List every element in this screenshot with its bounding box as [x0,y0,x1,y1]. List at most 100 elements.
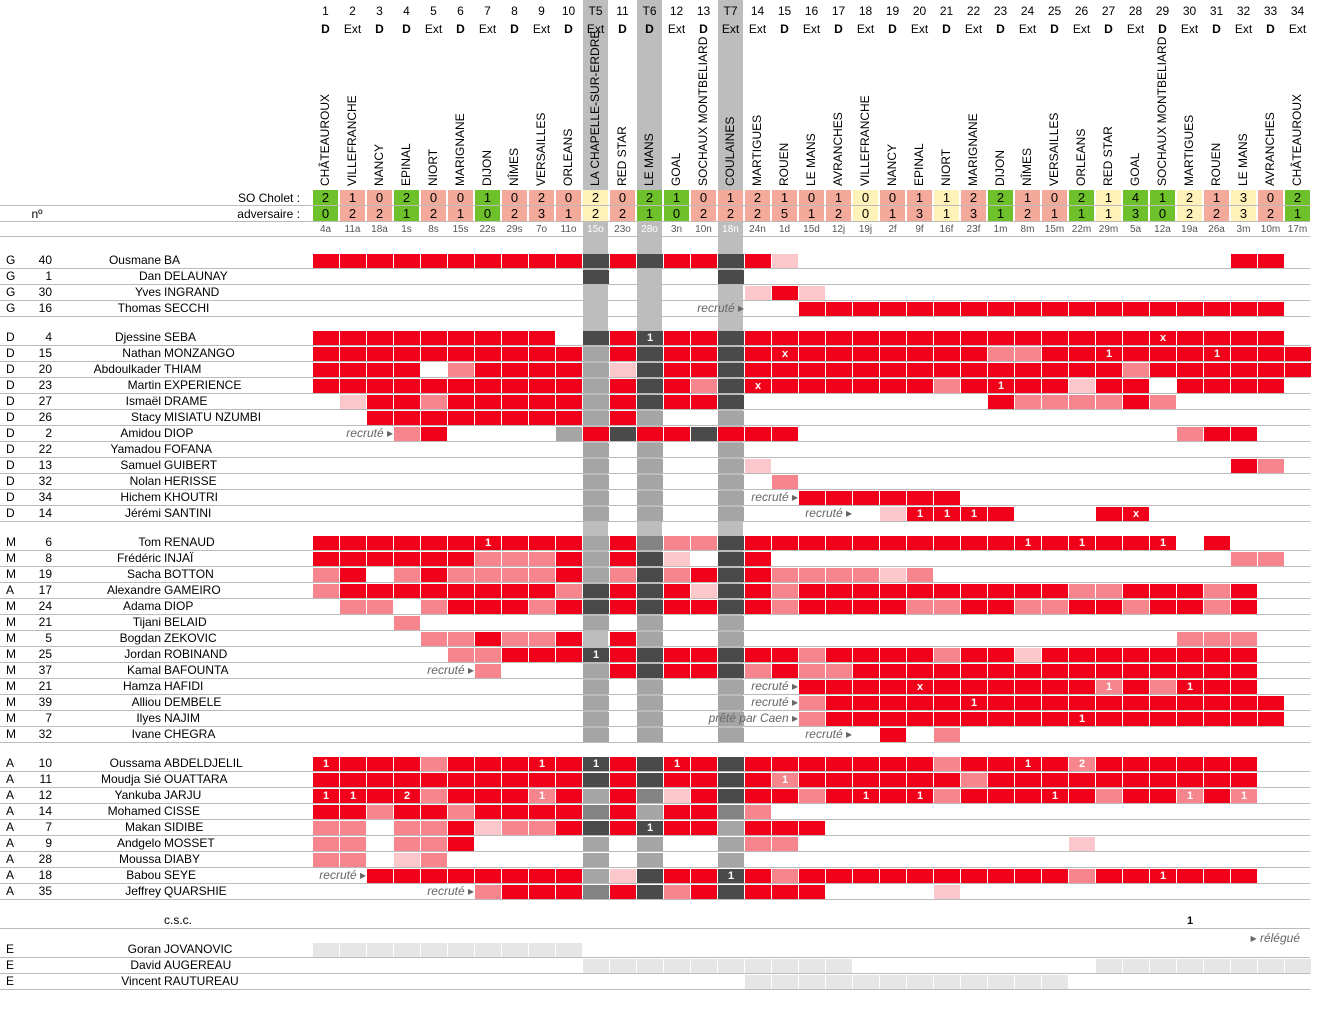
appearance-cell [421,347,447,361]
appearance-cell [853,584,879,598]
player-position: A [6,804,15,818]
player-last-name: QUARSHIE [164,884,227,898]
appearance-cell [691,584,717,598]
appearance-cell [907,648,933,662]
appearance-cell [610,395,636,409]
appearance-cell [1204,536,1230,550]
appearance-cell [1258,959,1284,973]
appearance-cell [1258,696,1284,710]
match-mark: 1 [1105,348,1113,360]
appearance-cell [583,789,609,803]
match-opponent: SOCHAUX MONTBELIARD [1155,36,1169,186]
appearance-cell [664,427,690,441]
transfer-note: recruté ▸ [805,727,852,741]
appearance-cell [502,363,528,377]
appearance-cell [637,600,663,614]
appearance-cell [637,632,663,646]
appearance-cell [961,696,987,710]
appearance-cell [1042,773,1068,787]
opponent-score: 2 [583,206,608,221]
appearance-cell [1177,379,1203,393]
match-date: 12a [1154,224,1171,235]
match-venue: D [1050,22,1059,36]
appearance-cell [1096,680,1122,694]
appearance-cell [340,536,366,550]
appearance-cell [1204,959,1230,973]
appearance-cell [907,680,933,694]
appearance-cell [1069,869,1095,883]
appearance-cell [691,379,717,393]
player-last-name: DIABY [164,852,201,866]
row-divider [0,300,1310,301]
player-first-name: Dan [138,269,161,283]
row-divider [0,425,1310,426]
appearance-cell [1258,331,1284,345]
match-mark: 1 [592,758,600,770]
appearance-cell [772,379,798,393]
match-mark: 1 [943,508,951,520]
appearance-cell [772,773,798,787]
row-divider [0,973,1310,974]
appearance-cell [934,507,960,521]
appearance-cell [313,789,339,803]
transfer-note: recruté ▸ [805,506,852,520]
player-number: 34 [38,490,52,504]
appearance-cell [772,568,798,582]
appearance-cell [340,773,366,787]
team-score: 0 [421,190,446,205]
appearance-cell [529,254,555,268]
player-position: G [6,285,16,299]
team-score: 0 [367,190,392,205]
appearance-cell [880,584,906,598]
appearance-cell [583,600,609,614]
match-opponent: CHÂTEAUROUX [318,93,332,186]
match-venue: D [996,22,1005,36]
row-divider [0,678,1310,679]
match-opponent: AVRANCHES [1263,112,1277,186]
appearance-cell [1069,379,1095,393]
match-mark: 2 [403,790,411,802]
team-score: 1 [907,190,932,205]
appearance-cell [583,584,609,598]
appearance-cell [1015,712,1041,726]
appearance-cell [907,491,933,505]
appearance-cell [1150,773,1176,787]
appearance-cell [1042,600,1068,614]
appearance-cell [1096,302,1122,316]
match-mark: x [1132,508,1140,520]
appearance-cell [421,411,447,425]
appearance-cell [502,347,528,361]
match-date: 10m [1260,224,1281,235]
appearance-cell [475,885,501,899]
appearance-cell [934,680,960,694]
appearance-cell [1096,712,1122,726]
appearance-cell [610,427,636,441]
match-date: 10n [695,224,712,235]
appearance-cell [691,568,717,582]
appearance-cell [610,789,636,803]
appearance-cell [772,347,798,361]
player-number: 1 [45,269,52,283]
player-first-name: Ousmane [108,253,161,267]
appearance-cell [1015,773,1041,787]
row-divider [0,989,1310,990]
appearance-cell [853,347,879,361]
appearance-cell [1177,773,1203,787]
appearance-cell [583,443,609,457]
appearance-cell [583,885,609,899]
row-divider [0,521,1310,522]
appearance-cell [664,363,690,377]
player-position: M [6,695,16,709]
appearance-cell [1069,331,1095,345]
appearance-cell [718,805,744,819]
row-divider [0,489,1310,490]
appearance-cell [529,411,555,425]
match-opponent: ROUEN [777,142,791,186]
appearance-cell [853,789,879,803]
appearance-cell [880,773,906,787]
appearance-cell [556,821,582,835]
team-score: 0 [556,190,581,205]
appearance-cell [718,254,744,268]
appearance-cell [502,648,528,662]
appearance-cell [1096,536,1122,550]
